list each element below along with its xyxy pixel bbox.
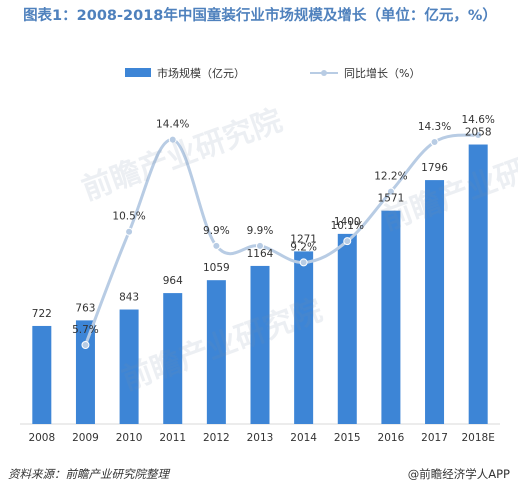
- growth-marker-2010: [125, 227, 134, 236]
- growth-marker-2015: [343, 237, 352, 246]
- bar-2009: [75, 320, 95, 424]
- bar-2016: [381, 210, 401, 424]
- growth-marker-2014: [299, 258, 308, 267]
- growth-marker-2017: [430, 138, 439, 147]
- legend-line-marker: [321, 70, 327, 76]
- growth-value-label: 14.3%: [418, 121, 451, 133]
- source-note: 资料来源：前瞻产业研究院整理: [8, 467, 169, 481]
- legend-line-label: 同比增长（%）: [344, 66, 420, 80]
- x-tick-label: 2011: [159, 432, 186, 444]
- x-tick-label: 2009: [72, 432, 99, 444]
- bar-2014: [294, 251, 314, 424]
- x-tick-label: 2013: [247, 432, 274, 444]
- growth-value-label: 14.4%: [156, 119, 189, 131]
- bar-value-label: 1164: [247, 248, 274, 260]
- brand-credit: @前瞻经济学人APP: [407, 467, 510, 481]
- bar-value-label: 964: [163, 275, 183, 287]
- growth-marker-2011: [168, 135, 177, 144]
- x-tick-label: 2016: [378, 432, 405, 444]
- chart-title: 图表1：2008-2018年中国童装行业市场规模及增长（单位：亿元，%）: [23, 8, 497, 24]
- growth-marker-2018E: [474, 130, 483, 139]
- growth-marker-2012: [212, 241, 221, 250]
- bar-value-label: 843: [119, 292, 139, 304]
- x-tick-label: 2012: [203, 432, 230, 444]
- bar-2008: [32, 325, 52, 424]
- x-tick-label: 2008: [28, 432, 55, 444]
- growth-value-label: 9.9%: [203, 225, 230, 237]
- bar-value-label: 722: [32, 308, 52, 320]
- x-tick-label: 2014: [290, 432, 317, 444]
- growth-value-label: 5.7%: [72, 324, 99, 336]
- legend: 市场规模（亿元） 同比增长（%）: [125, 66, 420, 80]
- bar-value-label: 763: [75, 302, 95, 314]
- bar-2013: [250, 265, 270, 424]
- growth-marker-2009: [81, 341, 90, 349]
- growth-marker-2013: [256, 241, 264, 250]
- x-tick-label: 2017: [421, 432, 448, 444]
- bar-value-label: 2058: [465, 127, 492, 139]
- bar-2011: [163, 293, 183, 424]
- chart: 市场规模（亿元） 同比增长（%） 722 2008 763 2009 5.7% 843 20…: [20, 66, 500, 444]
- bar-value-label: 1059: [203, 262, 230, 274]
- x-tick-label: 2018E: [462, 432, 495, 444]
- growth-value-label: 14.6%: [462, 114, 495, 126]
- bar-2017: [425, 180, 445, 424]
- growth-value-label: 10.1%: [331, 220, 364, 232]
- growth-value-label: 9.9%: [247, 225, 274, 237]
- bar-value-label: 1271: [290, 233, 317, 245]
- growth-marker-2016: [386, 187, 395, 196]
- legend-bar-swatch: [125, 68, 151, 77]
- bar-value-label: 1400: [334, 216, 361, 228]
- legend-bar-label: 市场规模（亿元）: [157, 66, 245, 80]
- x-tick-label: 2010: [116, 432, 143, 444]
- bar-2015: [337, 233, 357, 424]
- bar-2012: [206, 280, 226, 424]
- growth-value-label: 12.2%: [374, 171, 407, 183]
- growth-value-label: 10.5%: [112, 211, 145, 223]
- bar-2010: [119, 309, 139, 424]
- x-tick-label: 2015: [334, 432, 361, 444]
- bar-2018E: [468, 144, 488, 424]
- bar-value-label: 1796: [421, 162, 448, 174]
- growth-value-label: 9.2%: [290, 241, 317, 253]
- bar-value-label: 1571: [378, 193, 405, 205]
